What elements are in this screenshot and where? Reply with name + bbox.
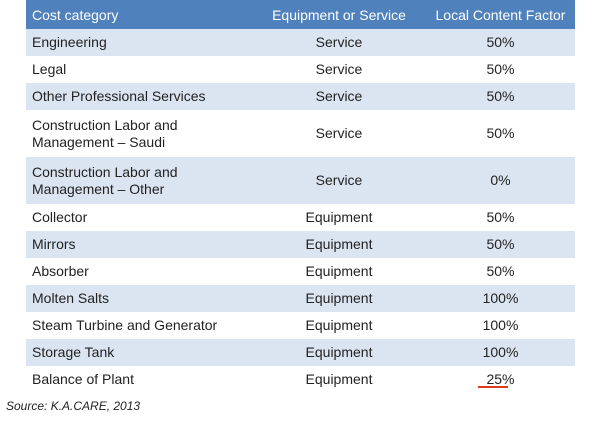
factor-cell: 50%	[426, 231, 575, 258]
header-cost-category: Cost category	[26, 0, 252, 29]
cost-category-cell: Absorber	[32, 263, 89, 279]
type-cell: Service	[252, 83, 426, 110]
factor-cell: 50%	[486, 263, 515, 279]
factor-text: 25%	[486, 371, 515, 387]
table-row: Engineering Service 50%	[26, 29, 575, 56]
cost-category-cell: Steam Turbine and Generator	[32, 317, 218, 333]
factor-cell: 50%	[486, 209, 515, 225]
type-cell: Service	[252, 157, 426, 204]
cost-category-cell: Construction Labor and Management – Othe…	[26, 157, 252, 204]
cost-category-cell: Other Professional Services	[26, 83, 252, 110]
table-row: Other Professional Services Service 50%	[26, 83, 575, 110]
factor-cell: 0%	[426, 157, 575, 204]
table-row: Legal Service 50%	[26, 56, 575, 83]
table-row: Construction Labor and Management – Othe…	[26, 157, 575, 204]
header-local-content-factor: Local Content Factor	[426, 0, 575, 29]
cost-category-cell: Collector	[32, 209, 88, 225]
type-cell: Equipment	[305, 263, 373, 279]
header-equipment-or-service: Equipment or Service	[252, 0, 426, 29]
cost-category-text: Construction Labor and Management – Saud…	[32, 116, 178, 150]
table-row: Construction Labor and Management – Saud…	[26, 110, 575, 157]
type-cell: Equipment	[305, 371, 373, 387]
type-cell: Service	[315, 125, 363, 141]
header-row: Cost category Equipment or Service Local…	[26, 0, 575, 29]
type-cell: Equipment	[252, 231, 426, 258]
table-body: Engineering Service 50% Legal Service 50…	[26, 29, 575, 393]
table-row: Balance of Plant Equipment 25%	[26, 366, 575, 393]
cost-category-cell: Storage Tank	[26, 339, 252, 366]
type-cell: Equipment	[305, 317, 373, 333]
table-row: Steam Turbine and Generator Equipment 10…	[26, 312, 575, 339]
factor-cell: 50%	[426, 29, 575, 56]
cost-category-cell: Legal	[32, 61, 67, 77]
type-cell: Equipment	[252, 339, 426, 366]
factor-cell: 25%	[426, 366, 575, 393]
factor-cell: 50%	[486, 61, 515, 77]
cost-category-cell: Balance of Plant	[32, 371, 134, 387]
cost-category-cell: Engineering	[26, 29, 252, 56]
factor-cell: 50%	[426, 83, 575, 110]
type-cell: Equipment	[252, 285, 426, 312]
cost-category-cell: Mirrors	[26, 231, 252, 258]
table-row: Absorber Equipment 50%	[26, 258, 575, 285]
factor-cell: 100%	[482, 317, 519, 333]
type-cell: Service	[315, 61, 363, 77]
type-cell: Service	[252, 29, 426, 56]
table-row: Mirrors Equipment 50%	[26, 231, 575, 258]
type-cell: Equipment	[305, 209, 373, 225]
cost-category-cell: Molten Salts	[26, 285, 252, 312]
table-header: Cost category Equipment or Service Local…	[26, 0, 575, 29]
table-row: Molten Salts Equipment 100%	[26, 285, 575, 312]
local-content-table-container: Cost category Equipment or Service Local…	[26, 0, 575, 393]
spellcheck-underline	[478, 386, 508, 388]
table-row: Collector Equipment 50%	[26, 204, 575, 231]
factor-cell: 50%	[486, 125, 515, 141]
source-caption: Source: K.A.CARE, 2013	[6, 399, 141, 413]
cost-category-text: Construction Labor and Management – Othe…	[32, 163, 178, 197]
table-row: Storage Tank Equipment 100%	[26, 339, 575, 366]
local-content-table: Cost category Equipment or Service Local…	[26, 0, 575, 393]
factor-cell: 100%	[426, 339, 575, 366]
cost-category-cell: Construction Labor and Management – Saud…	[26, 110, 252, 157]
factor-cell: 100%	[426, 285, 575, 312]
